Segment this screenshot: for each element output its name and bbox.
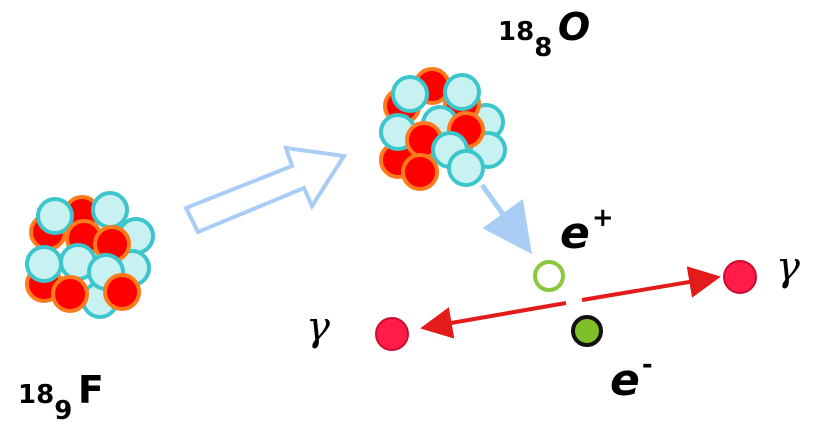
fluorine-18-nucleus bbox=[25, 191, 155, 319]
electron-label: e- bbox=[610, 350, 653, 406]
photon-arrow-left bbox=[420, 301, 567, 339]
positron-charge: + bbox=[591, 203, 614, 233]
neutron bbox=[36, 197, 74, 235]
fluorine-label: 189 F bbox=[18, 368, 104, 426]
proton bbox=[103, 273, 141, 311]
positron-emission-arrow bbox=[479, 183, 532, 255]
neutron bbox=[25, 245, 63, 283]
positron-label: e+ bbox=[560, 203, 614, 259]
positron bbox=[533, 260, 565, 292]
positron-symbol: e bbox=[560, 208, 590, 259]
proton bbox=[401, 153, 439, 191]
decay-process-arrow bbox=[183, 145, 348, 235]
gamma-left-label: γ bbox=[306, 304, 330, 350]
neutron bbox=[443, 73, 481, 111]
photon-arrow-right bbox=[581, 266, 721, 302]
electron bbox=[571, 315, 603, 347]
photon-left bbox=[375, 317, 409, 351]
oxygen-atomic-number: 8 bbox=[534, 33, 553, 63]
oxygen-symbol: O bbox=[557, 5, 591, 49]
photon-right bbox=[723, 260, 757, 294]
electron-charge: - bbox=[641, 350, 653, 380]
gamma-right-label: γ bbox=[776, 244, 800, 290]
fluorine-mass-number: 18 bbox=[18, 380, 55, 410]
electron-symbol: e bbox=[610, 355, 640, 406]
oxygen-18-nucleus bbox=[379, 67, 507, 191]
fluorine-symbol: F bbox=[77, 368, 104, 412]
neutron bbox=[391, 75, 429, 113]
fluorine-atomic-number: 9 bbox=[54, 396, 73, 426]
proton bbox=[51, 275, 89, 313]
neutron bbox=[447, 149, 485, 187]
oxygen-label: 188 O bbox=[498, 5, 591, 63]
oxygen-mass-number: 18 bbox=[498, 17, 535, 47]
neutron bbox=[91, 191, 129, 229]
